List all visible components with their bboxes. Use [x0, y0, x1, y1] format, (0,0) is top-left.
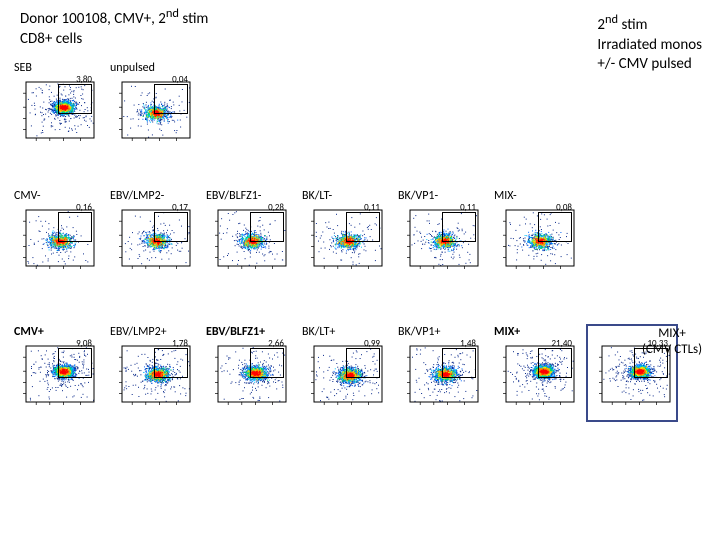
plot-row: SEB3,80unpulsed0,04 — [14, 62, 202, 148]
title-line1-sup: nd — [166, 6, 179, 21]
gate-value: 2,66 — [250, 338, 284, 349]
flow-plot: 0,16 — [14, 206, 98, 276]
flow-plot: 0,28 — [206, 206, 290, 276]
plot-cell: MIX-0,08 — [494, 190, 586, 276]
plot-cell: BK/VP1-0,11 — [398, 190, 490, 276]
plot-cell: CMV-0,16 — [14, 190, 106, 276]
gate-value: 0,16 — [58, 202, 92, 213]
gate-value: 1,48 — [442, 338, 476, 349]
legend-line1: 2nd stim — [597, 12, 702, 36]
flow-plot: 0,11 — [398, 206, 482, 276]
gate-value: 0,11 — [442, 202, 476, 213]
legend-line2: Irradiated monos — [597, 36, 702, 56]
plot-cell: SEB3,80 — [14, 62, 106, 148]
gate-value: 0,99 — [346, 338, 380, 349]
plot-cell: BK/LT+0,99 — [302, 326, 394, 412]
plot-row: CMV+9,08EBV/LMP2+1,78EBV/BLFZ1+2,66BK/LT… — [14, 326, 682, 412]
plot-cell: EBV/BLFZ1-0,28 — [206, 190, 298, 276]
plot-cell: CMV+9,08 — [14, 326, 106, 412]
gate-value: 0,28 — [250, 202, 284, 213]
plot-cell: EBV/LMP2+1,78 — [110, 326, 202, 412]
gate-value: 1,78 — [154, 338, 188, 349]
gate-value: 3,80 — [58, 74, 92, 85]
title-line1-pre: Donor 100108, CMV+, 2 — [20, 10, 166, 28]
flow-plot: 2,66 — [206, 342, 290, 412]
gate-value: 0,11 — [346, 202, 380, 213]
title-block: Donor 100108, CMV+, 2nd stim CD8+ cells — [20, 6, 208, 49]
flow-plot: 0,17 — [110, 206, 194, 276]
flow-plot: 0,11 — [302, 206, 386, 276]
gate-value: 21,40 — [538, 338, 572, 349]
title-line2: CD8+ cells — [20, 30, 208, 50]
flow-plot: 1,78 — [110, 342, 194, 412]
flow-plot: 9,08 — [14, 342, 98, 412]
legend-line3: +/- CMV pulsed — [597, 55, 702, 75]
legend-block: 2nd stim Irradiated monos +/- CMV pulsed — [597, 12, 702, 75]
side-label-l2: (CMV CTLs) — [632, 342, 712, 358]
side-label: MIX+ (CMV CTLs) — [632, 326, 712, 357]
plot-cell: unpulsed0,04 — [110, 62, 202, 148]
flow-plot: 0,04 — [110, 78, 194, 148]
flow-plot: 0,99 — [302, 342, 386, 412]
gate-value: 9,08 — [58, 338, 92, 349]
plot-cell: MIX+21,40 — [494, 326, 586, 412]
title-line1: Donor 100108, CMV+, 2nd stim — [20, 6, 208, 30]
plot-cell: EBV/LMP2-0,17 — [110, 190, 202, 276]
flow-plot: 1,48 — [398, 342, 482, 412]
flow-plot: 3,80 — [14, 78, 98, 148]
gate-value: 0,08 — [538, 202, 572, 213]
flow-plot: 21,40 — [494, 342, 578, 412]
title-line1-post: stim — [179, 10, 208, 28]
plot-cell: BK/LT-0,11 — [302, 190, 394, 276]
flow-plot: 0,08 — [494, 206, 578, 276]
plot-cell: BK/VP1+1,48 — [398, 326, 490, 412]
plot-row: CMV-0,16EBV/LMP2-0,17EBV/BLFZ1-0,28BK/LT… — [14, 190, 586, 276]
gate-value: 0,04 — [154, 74, 188, 85]
gate-value: 0,17 — [154, 202, 188, 213]
plot-cell: EBV/BLFZ1+2,66 — [206, 326, 298, 412]
side-label-l1: MIX+ — [632, 326, 712, 342]
